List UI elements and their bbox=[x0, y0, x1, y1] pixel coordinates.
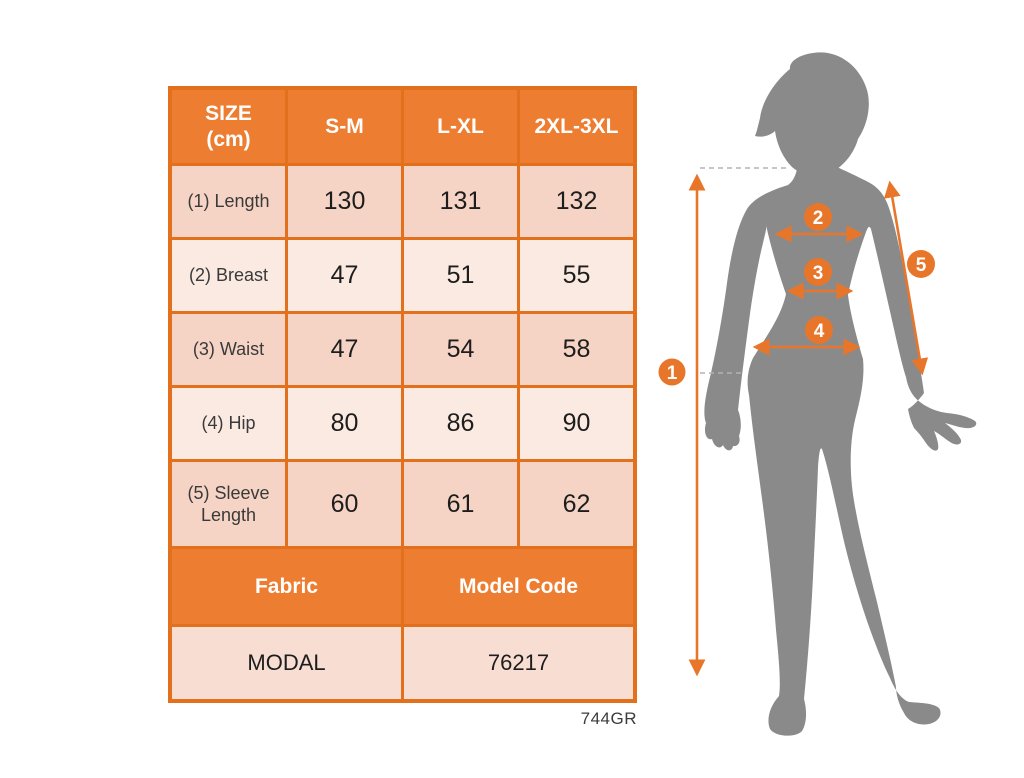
marker-4: 4 bbox=[805, 316, 833, 344]
row-label-sleeve-length: (5) Sleeve Length bbox=[172, 462, 285, 546]
row-label-hip: (4) Hip bbox=[172, 388, 285, 459]
column-header-sm: S-M bbox=[288, 90, 401, 163]
fabric-header: Fabric bbox=[172, 549, 401, 624]
marker-1-number: 1 bbox=[667, 363, 678, 384]
column-header-lxl: L-XL bbox=[404, 90, 517, 163]
silhouette-body bbox=[704, 156, 977, 736]
marker-5-number: 5 bbox=[916, 255, 927, 276]
model-code-header: Model Code bbox=[404, 549, 633, 624]
marker-3-number: 3 bbox=[813, 263, 824, 284]
marker-5: 5 bbox=[907, 250, 935, 278]
marker-3: 3 bbox=[804, 258, 832, 286]
waist-lxl: 54 bbox=[404, 314, 517, 385]
waist-sm: 47 bbox=[288, 314, 401, 385]
fabric-value: MODAL bbox=[172, 627, 401, 699]
marker-4-number: 4 bbox=[814, 321, 825, 342]
size-header-label: SIZE (cm) bbox=[205, 102, 252, 151]
sleeve-arrow bbox=[883, 180, 929, 376]
marker-2: 2 bbox=[804, 203, 832, 231]
marker-2-number: 2 bbox=[813, 208, 824, 229]
sleeve-lxl: 61 bbox=[404, 462, 517, 546]
breast-sm: 47 bbox=[288, 240, 401, 311]
length-lxl: 131 bbox=[404, 166, 517, 237]
silhouette-head bbox=[755, 52, 869, 176]
measurement-figure: 1 2 3 4 5 bbox=[658, 52, 977, 736]
row-label-length: (1) Length bbox=[172, 166, 285, 237]
hip-lxl: 86 bbox=[404, 388, 517, 459]
length-2xl3xl: 132 bbox=[520, 166, 633, 237]
breast-2xl3xl: 55 bbox=[520, 240, 633, 311]
length-sm: 130 bbox=[288, 166, 401, 237]
row-label-waist: (3) Waist bbox=[172, 314, 285, 385]
waist-2xl3xl: 58 bbox=[520, 314, 633, 385]
row-label-breast: (2) Breast bbox=[172, 240, 285, 311]
marker-1: 1 bbox=[658, 358, 686, 386]
sleeve-sm: 60 bbox=[288, 462, 401, 546]
model-code-value: 76217 bbox=[404, 627, 633, 699]
size-table: SIZE (cm) S-M L-XL 2XL-3XL (1) Length 13… bbox=[168, 86, 637, 703]
hip-sm: 80 bbox=[288, 388, 401, 459]
column-header-2xl3xl: 2XL-3XL bbox=[520, 90, 633, 163]
size-header-cell: SIZE (cm) bbox=[172, 90, 285, 163]
sleeve-2xl3xl: 62 bbox=[520, 462, 633, 546]
breast-lxl: 51 bbox=[404, 240, 517, 311]
product-code: 744GR bbox=[580, 709, 637, 728]
hip-2xl3xl: 90 bbox=[520, 388, 633, 459]
